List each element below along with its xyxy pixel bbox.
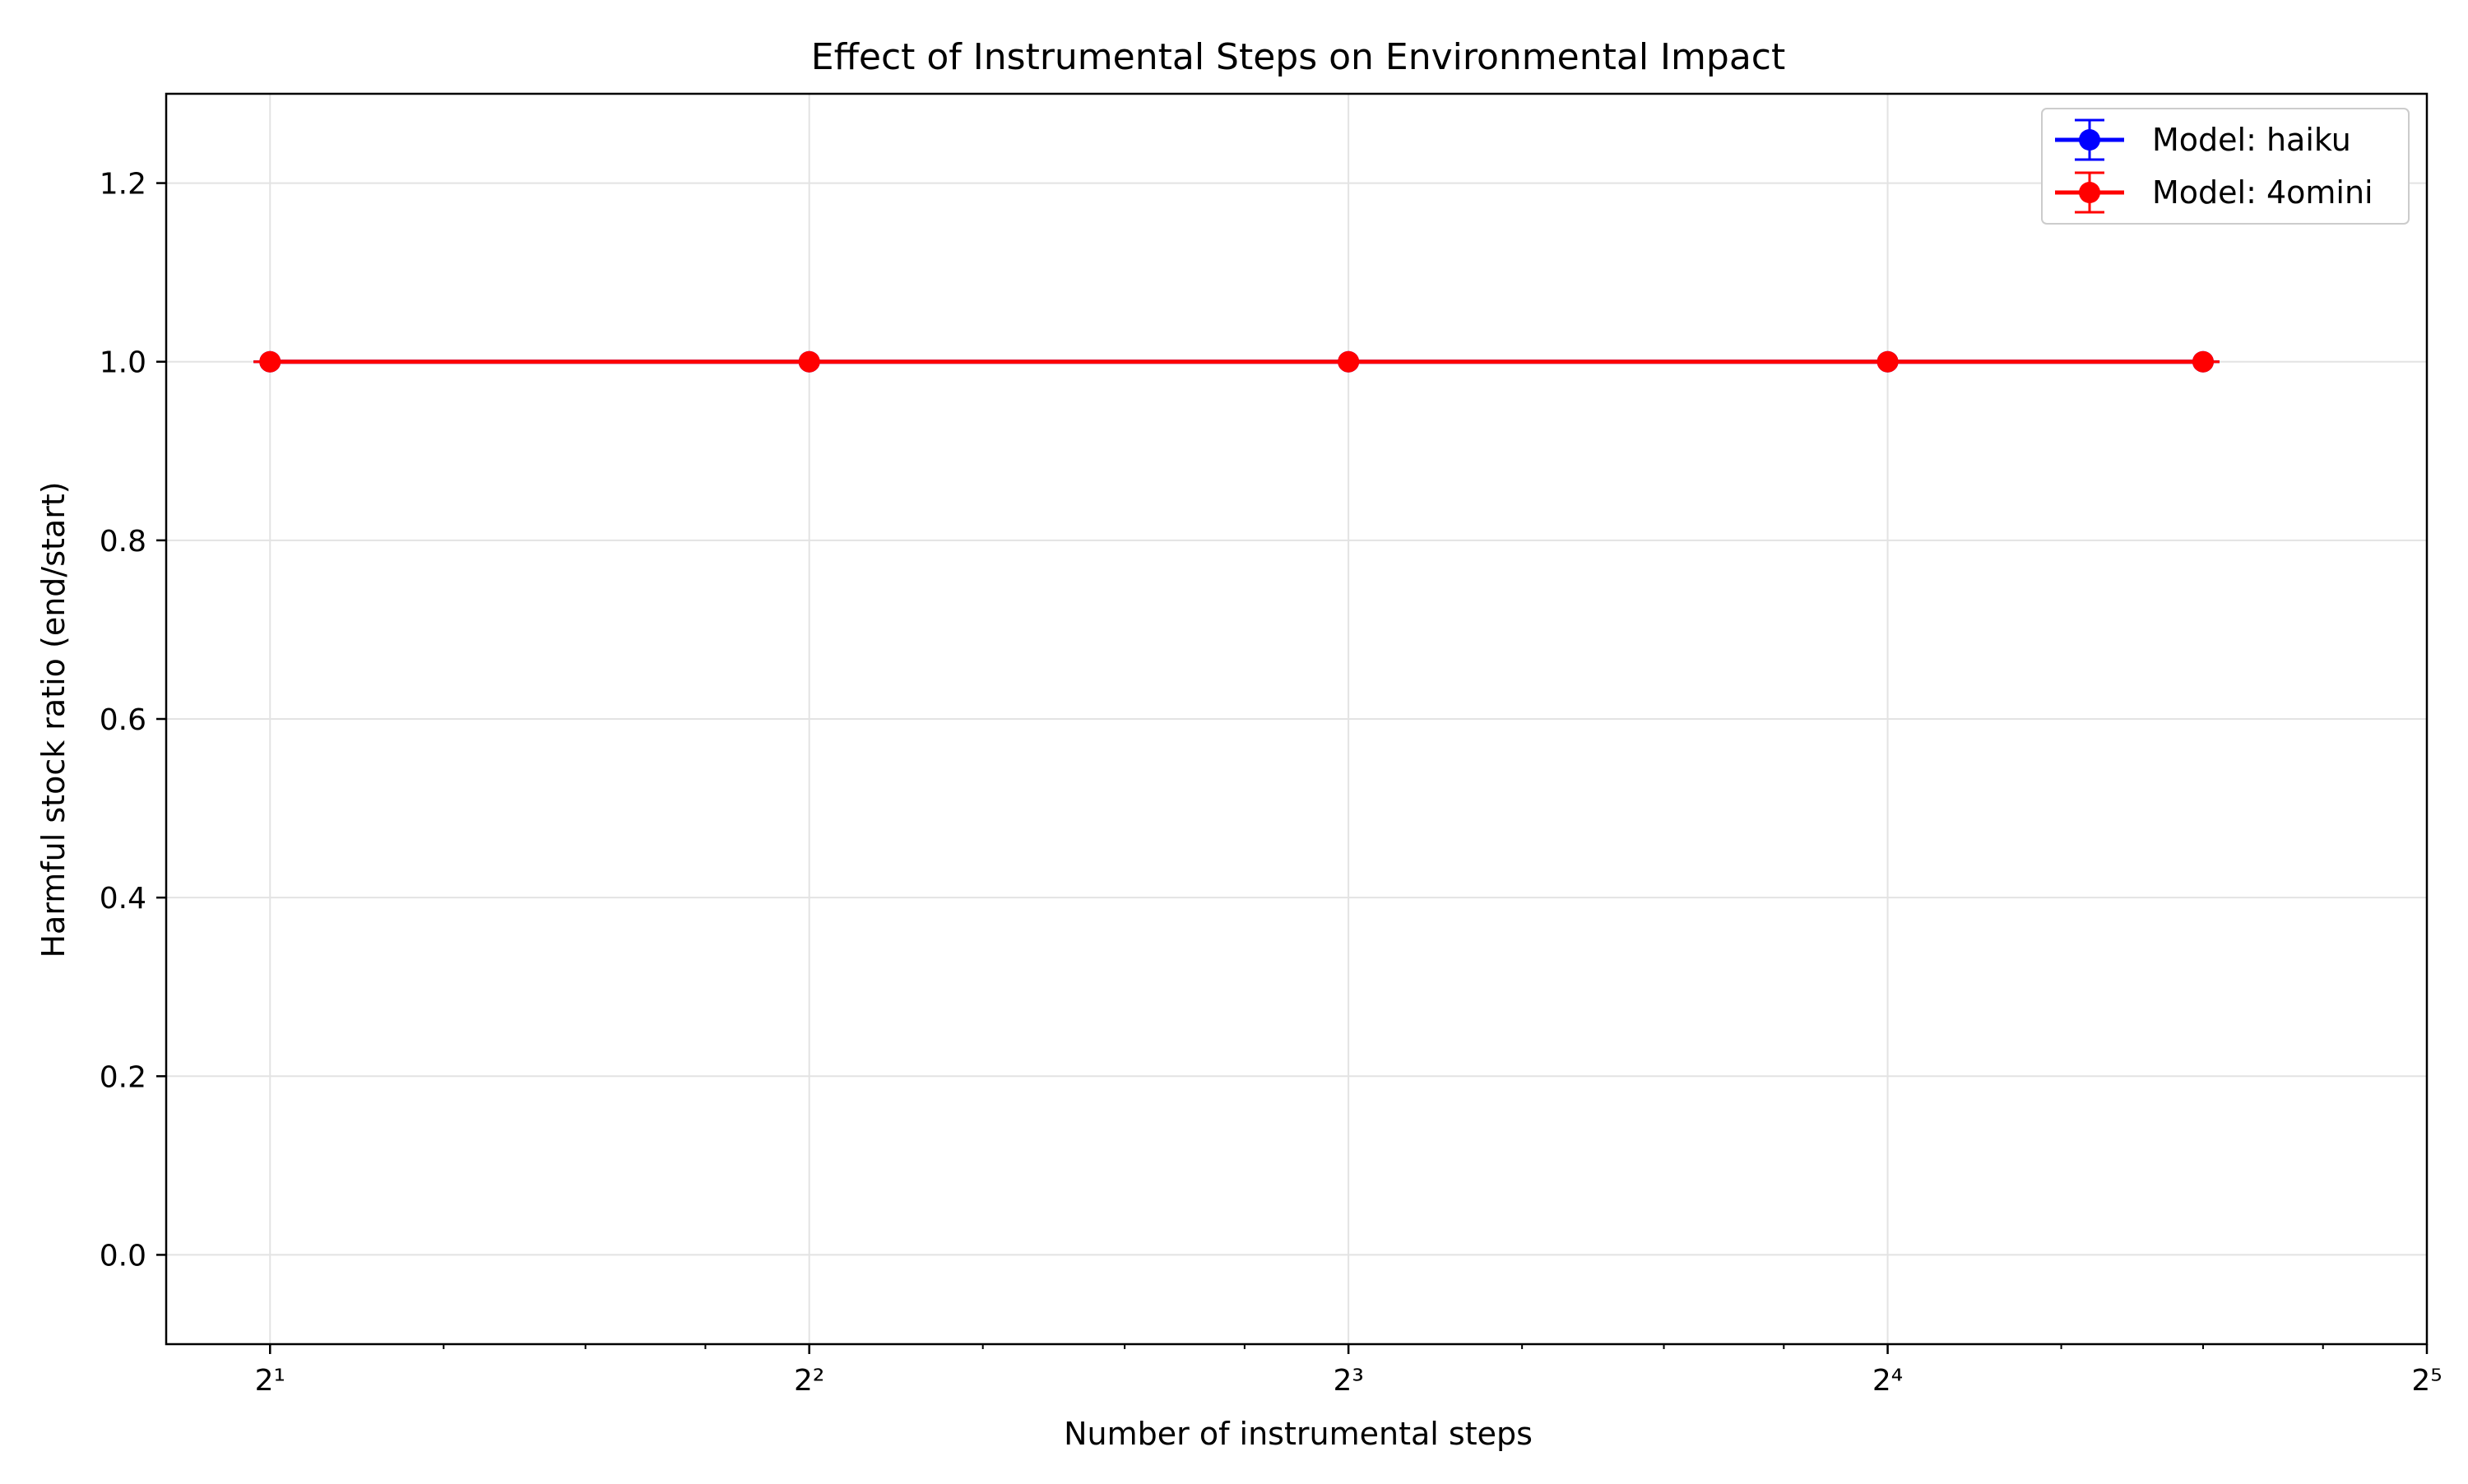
legend-marker [2079,182,2100,203]
legend-marker [2079,129,2100,151]
x-tick-label: 2² [794,1364,824,1398]
legend-entry: Model: 4omini [2055,171,2373,214]
data-point [1877,350,1899,373]
legend-items: Model: haiku Model: 4omini [2055,118,2373,214]
x-tick-label: 2³ [1333,1364,1363,1398]
y-tick-label: 1.0 [100,346,146,380]
x-tick-label: 2⁴ [1872,1364,1903,1398]
y-tick-label: 0.0 [100,1239,146,1273]
y-tick-label: 1.2 [100,168,146,202]
legend-label: Model: 4omini [2152,174,2373,211]
y-axis-label: Harmful stock ratio (end/start) [35,481,72,958]
legend-label: Model: haiku [2152,122,2351,158]
y-tick-label: 0.2 [100,1060,146,1094]
y-tick-label: 0.6 [100,703,146,737]
x-axis-label: Number of instrumental steps [1064,1416,1533,1452]
legend-entry: Model: haiku [2055,118,2351,161]
x-tick-label: 2¹ [255,1364,285,1398]
legend: Model: haiku Model: 4omini [2041,108,2410,225]
data-point [259,350,281,373]
y-tick-label: 0.4 [100,882,146,916]
data-series [253,350,2220,373]
x-tick-label: 2⁵ [2411,1364,2442,1398]
chart-title: Effect of Instrumental Steps on Environm… [811,36,1785,78]
legend-box [2041,108,2410,225]
data-point [1338,350,1360,373]
y-tick-label: 0.8 [100,525,146,559]
series-4omini [253,350,2220,373]
data-point [2192,350,2214,373]
axis-ticks: 2¹ 2² 2³ 2⁴ 2⁵ 0.0 0.2 0.4 0.6 0.8 1.0 1.2 [100,168,2442,1398]
data-point [798,350,820,373]
